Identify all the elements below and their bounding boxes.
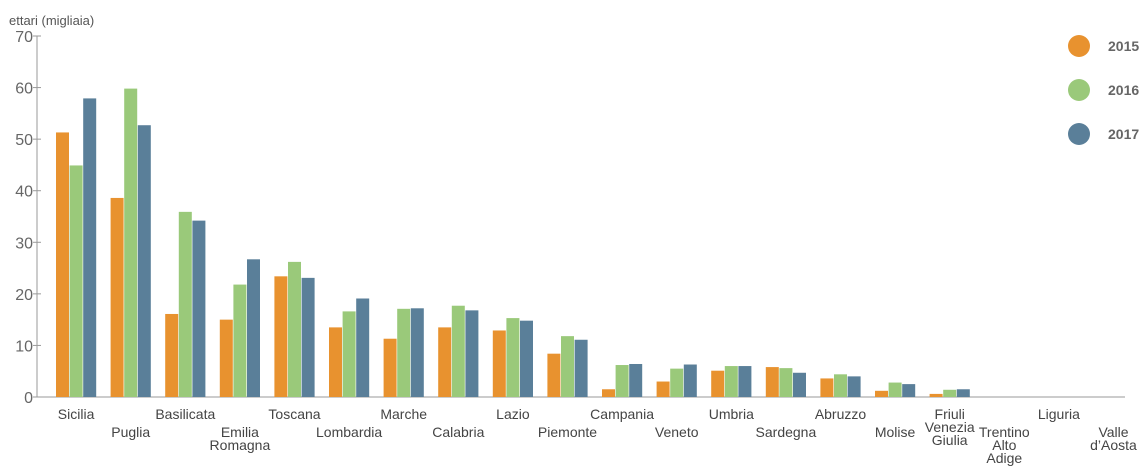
bar-2017-marche [410,308,424,397]
bar-2016-piemonte [561,336,574,397]
x-tick-label: Campania [590,406,654,422]
legend-swatch-2015 [1068,35,1090,57]
x-tick-label: Toscana [268,406,320,422]
x-tick-label: Sardegna [756,424,817,440]
bar-2016-umbria [724,366,738,397]
bar-2015-marche [383,338,397,397]
bar-2015-toscana [274,276,288,397]
x-tick-label: Lombardia [316,424,382,440]
bar-2017-sicilia [83,98,97,397]
bar-2016-lombardia [342,311,356,397]
legend-swatch-2017 [1068,123,1090,145]
bar-2016-veneto [670,368,684,397]
bar-2016-basilicata [178,211,192,397]
bar-2016-puglia [124,88,138,398]
bar-2015-basilicata [165,313,179,397]
x-tick-label: Valle d’Aosta [1090,424,1137,453]
legend-label-2015: 2015 [1108,38,1139,54]
bar-2016-molise [888,382,902,397]
bar-2017-molise [902,384,916,397]
axes: 0 10 20 30 40 50 60 70 [15,29,1125,407]
bar-2017-veneto [683,364,697,397]
bar-2016-sardegna [779,368,793,397]
bar-2017-toscana [301,277,315,397]
bar-2015-abruzzo [820,378,834,397]
y-tick-label: 40 [15,184,33,201]
x-tick-label: Sicilia [58,406,95,422]
bar-2017-campania [629,363,643,397]
bar-2015-puglia [110,197,124,397]
y-tick-label: 70 [15,29,33,46]
x-tick-label: Basilicata [155,406,215,422]
bar-2016-campania [615,365,629,397]
bar-2015-sardegna [765,367,779,397]
x-tick-label: Calabria [432,424,484,440]
x-tick-label: Marche [380,406,427,422]
legend-label-2017: 2017 [1108,126,1139,142]
bar-2017-calabria [465,310,479,397]
y-tick-label: 60 [15,81,33,98]
x-tick-labels: Sicilia Puglia Basilicata Emilia Romagna Tosc… [58,406,1137,466]
y-axis-label: ettari (migliaia) [9,13,94,28]
bar-2016-calabria [451,305,465,397]
x-tick-label: Trentino Alto Adige [979,424,1030,466]
bar-2017-lazio [520,320,533,397]
x-tick-label: Piemonte [538,424,597,440]
y-tick-label: 30 [15,235,33,252]
bar-2015-campania [602,389,615,397]
bar-2017-emilia-romagna [247,259,260,397]
x-tick-label: Abruzzo [815,406,867,422]
y-tick-label: 50 [15,132,33,149]
bar-2016-marche [397,308,411,397]
x-tick-label: Liguria [1038,406,1080,422]
bar-2016-emilia-romagna [233,284,247,397]
bar-2015-piemonte [547,353,561,397]
bar-2015-veneto [656,381,670,397]
bar-2017-basilicata [192,220,206,397]
y-tick-label: 0 [24,390,33,407]
x-tick-label: Puglia [111,424,150,440]
bar-2015-umbria [711,370,725,397]
bars-group [56,88,970,398]
bar-2017-friuli-venezia-giulia [956,389,970,397]
bar-2017-abruzzo [847,376,861,397]
bar-2015-lombardia [329,327,342,397]
x-tick-label: Molise [875,424,916,440]
bar-2017-lombardia [356,298,370,397]
bar-2017-umbria [738,366,752,397]
bar-2015-emilia-romagna [219,319,233,397]
bar-2017-puglia [137,125,151,398]
x-tick-label: Friuli Venezia Giulia [925,406,975,448]
legend: 2015 2016 2017 [1068,35,1139,145]
x-tick-label: Umbria [709,406,754,422]
bar-2016-toscana [288,261,301,397]
bar-2015-molise [875,390,888,397]
bar-2016-sicilia [69,165,83,397]
legend-label-2016: 2016 [1108,82,1139,98]
x-tick-label: Veneto [655,424,699,440]
x-tick-label: Emilia Romagna [210,424,271,453]
y-tick-label: 10 [15,338,33,355]
bar-2016-lazio [506,318,520,397]
bar-2017-sardegna [793,372,806,397]
y-tick-label: 20 [15,287,33,304]
bar-2016-friuli-venezia-giulia [943,389,957,397]
bar-2015-sicilia [56,132,69,397]
bar-2015-calabria [438,327,452,397]
bar-2015-friuli-venezia-giulia [929,393,943,397]
bar-2016-abruzzo [834,374,847,397]
bar-2017-piemonte [574,339,588,397]
legend-swatch-2016 [1068,79,1090,101]
x-tick-label: Lazio [496,406,530,422]
bar-2015-lazio [492,330,506,397]
